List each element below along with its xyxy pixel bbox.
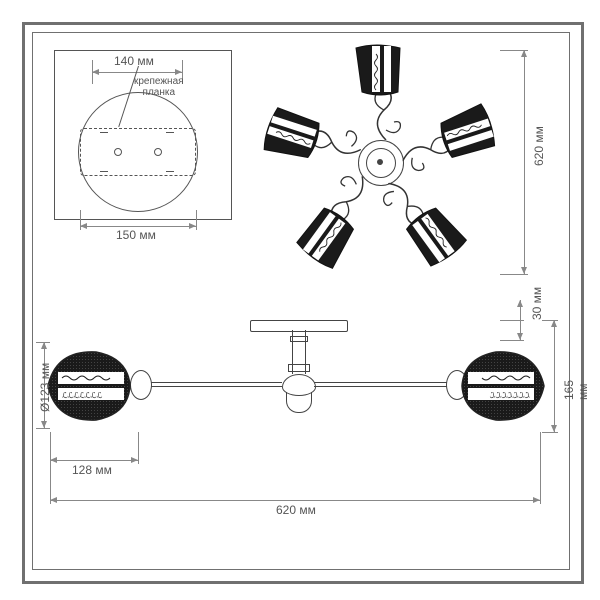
dim-label-mount-height: 30 мм (530, 287, 544, 320)
dim-label-total-width: 620 мм (276, 503, 316, 517)
mounting-plate-dashed-rect (80, 128, 196, 176)
dim-label-shade-dia: Ø123 мм (38, 363, 52, 412)
dim-label-plate-width: 150 мм (116, 228, 156, 242)
ext-line (542, 432, 558, 433)
dim-label-total-height: 165 мм (562, 362, 590, 400)
mounting-hole (114, 148, 122, 156)
dim-shade-width (50, 460, 138, 461)
dim-plate-width (80, 226, 196, 227)
mounting-plate-caption: крепежная планка (134, 76, 184, 98)
ext-line (540, 432, 541, 504)
shade-side-left: ℒℒℒℒℒℒℒ (42, 340, 134, 432)
dim-total-width (50, 500, 540, 501)
plate-notch (100, 132, 108, 172)
side-view: ℒℒℒℒℒℒℒ ℒℒℒℒℒℒℒ (50, 320, 530, 500)
ext-line (36, 428, 50, 429)
ext-line (138, 432, 139, 464)
ext-line (196, 210, 197, 230)
shade-side-right: ℒℒℒℒℒℒℒ (458, 340, 550, 432)
stem-band (288, 364, 310, 372)
plate-notch (166, 132, 174, 172)
dim-label-plate-top: 140 мм (114, 54, 154, 68)
ext-line (50, 432, 51, 504)
svg-text:ℒℒℒℒℒℒℒ: ℒℒℒℒℒℒℒ (489, 391, 530, 400)
diagram-canvas: 140 мм крепежная планка 150 мм (0, 0, 600, 600)
hub-center-dot (377, 159, 383, 165)
arm-right (314, 382, 468, 387)
stem-band (290, 336, 308, 342)
dim-label-shade-width: 128 мм (72, 463, 112, 477)
caption-line: планка (143, 87, 176, 98)
dim-mount-height (520, 300, 521, 340)
top-view (260, 42, 500, 282)
dim-total-height (554, 320, 555, 432)
dim-label-top-width: 620 мм (532, 126, 546, 166)
svg-text:ℒℒℒℒℒℒℒ: ℒℒℒℒℒℒℒ (62, 391, 103, 400)
ext-line (500, 340, 524, 341)
shade-top (354, 42, 406, 98)
caption-line: крепежная (134, 76, 184, 87)
finial (286, 392, 312, 413)
ext-line (500, 274, 528, 275)
dim-top-width (524, 50, 525, 274)
mounting-hole (154, 148, 162, 156)
